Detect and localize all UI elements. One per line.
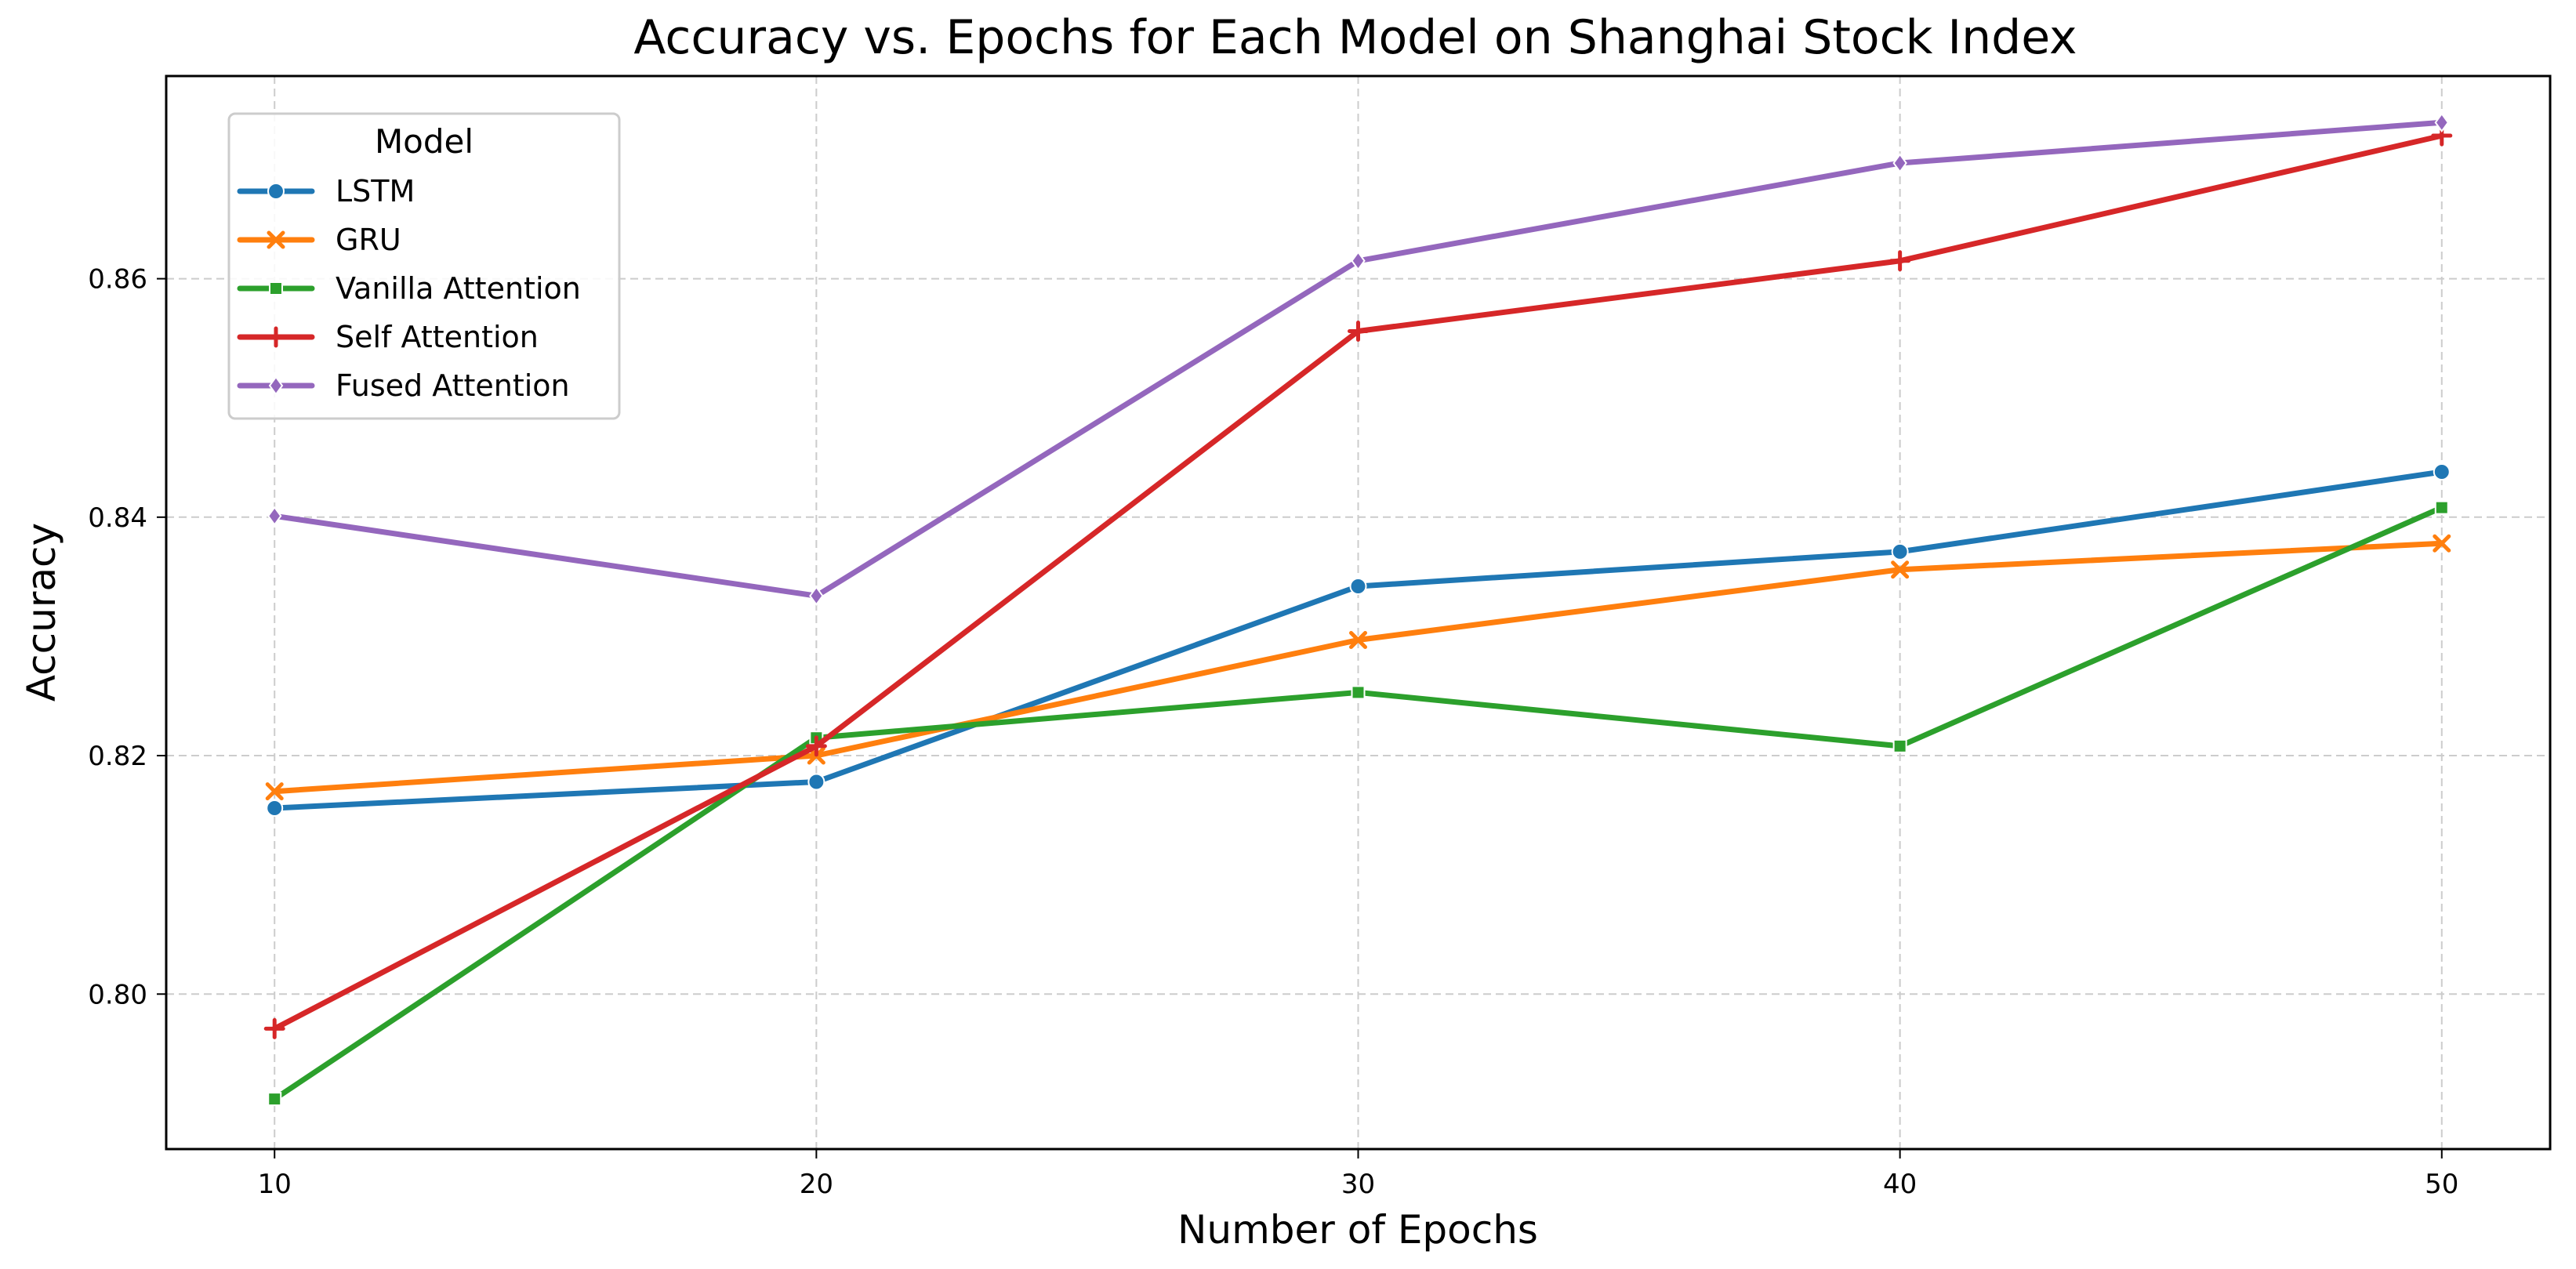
legend-label: LSTM: [336, 174, 415, 208]
y-tick-label: 0.80: [88, 979, 147, 1010]
legend-box: [227, 112, 621, 420]
data-point-fused-attention: [1351, 251, 1366, 271]
y-tick-label: 0.86: [88, 264, 147, 295]
legend-item-fused-attention: Fused Attention: [237, 368, 570, 403]
x-axis: 10 20 30 40 50: [258, 1149, 2458, 1200]
series-fused-attention: [267, 112, 2450, 606]
data-point-lstm: [266, 799, 284, 817]
data-point-self-attention: [805, 735, 827, 757]
data-point-gru: [1349, 630, 1367, 649]
legend-label: Self Attention: [336, 320, 539, 354]
y-tick-label: 0.84: [88, 502, 147, 534]
x-tick-label: 30: [1341, 1169, 1375, 1200]
data-point-fused-attention: [1892, 153, 1907, 173]
legend-marker-lstm: [267, 183, 285, 200]
data-point-gru: [2433, 534, 2451, 553]
data-point-self-attention: [1348, 321, 1369, 343]
x-tick-label: 40: [1883, 1169, 1917, 1200]
series-lstm: [266, 463, 2451, 817]
x-tick-label: 20: [800, 1169, 833, 1200]
legend-marker-vanilla-attention: [269, 281, 283, 295]
data-point-self-attention: [263, 1017, 285, 1039]
legend-item-self-attention: Self Attention: [237, 320, 539, 354]
data-point-vanilla-attention: [267, 1092, 282, 1107]
data-point-vanilla-attention: [2434, 500, 2449, 515]
data-point-lstm: [807, 773, 825, 791]
legend-item-gru: GRU: [237, 223, 401, 257]
legend-marker-fused-attention: [268, 375, 284, 396]
data-point-lstm: [1349, 578, 1367, 596]
series-vanilla-attention: [267, 500, 2449, 1107]
y-tick-label: 0.82: [88, 741, 147, 772]
data-point-lstm: [2433, 463, 2451, 481]
series-self-attention: [263, 125, 2453, 1039]
chart-title: Accuracy vs. Epochs for Each Model on Sh…: [633, 10, 2077, 65]
data-point-fused-attention: [809, 586, 824, 606]
data-point-gru: [1891, 560, 1910, 579]
data-point-fused-attention: [2434, 112, 2450, 133]
legend-title: Model: [375, 122, 473, 161]
series-layer: [263, 112, 2453, 1107]
legend-label: Vanilla Attention: [336, 271, 581, 306]
x-tick-label: 50: [2425, 1169, 2458, 1200]
legend-marker-self-attention: [265, 326, 287, 348]
y-axis: 0.80 0.82 0.84 0.86: [88, 264, 166, 1010]
data-point-self-attention: [1889, 250, 1911, 272]
legend-item-vanilla-attention: Vanilla Attention: [237, 271, 581, 306]
legend-marker-gru: [267, 230, 285, 249]
legend-item-lstm: LSTM: [237, 174, 415, 208]
data-point-gru: [265, 782, 284, 801]
legend-label: Fused Attention: [336, 368, 570, 403]
data-point-vanilla-attention: [1892, 738, 1907, 753]
legend-label: GRU: [336, 223, 401, 257]
x-tick-label: 10: [258, 1169, 292, 1200]
data-point-fused-attention: [267, 506, 282, 526]
x-axis-title: Number of Epochs: [1177, 1207, 1538, 1253]
data-point-lstm: [1891, 542, 1909, 560]
legend-items: LSTM GRU Vanilla Attention Self Attention Fu…: [237, 174, 581, 403]
legend: Model LSTM GRU Vanilla Attention Self Atten…: [227, 112, 621, 420]
data-point-vanilla-attention: [1351, 685, 1366, 700]
y-axis-title: Accuracy: [19, 523, 64, 702]
